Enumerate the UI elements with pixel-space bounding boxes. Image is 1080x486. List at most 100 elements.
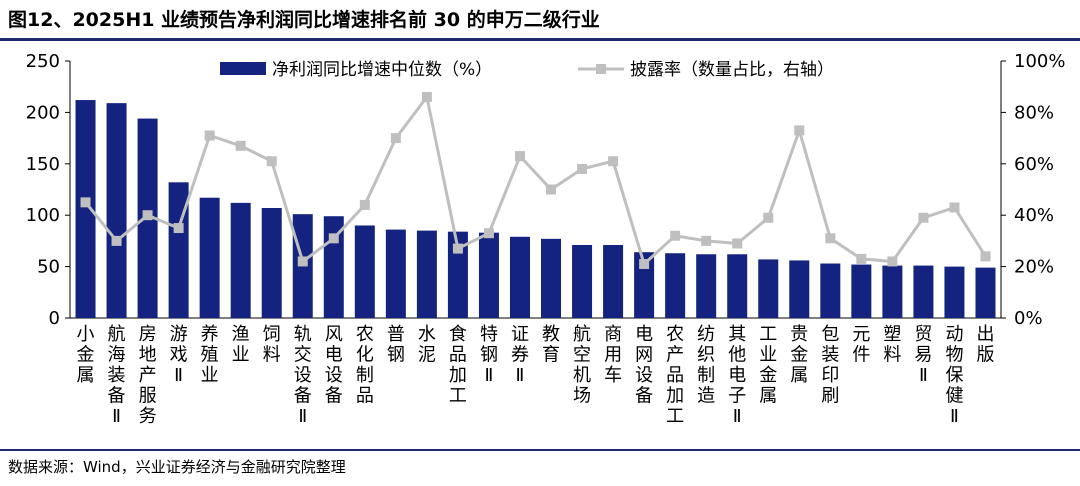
line-point — [514, 151, 525, 162]
line-point — [670, 230, 681, 241]
line-point — [452, 243, 463, 254]
bar — [820, 263, 841, 318]
bar — [603, 245, 624, 318]
bar — [789, 260, 810, 318]
x-tick-label: 食品加工 — [449, 324, 467, 407]
legend-line-label: 披露率（数量占比，右轴） — [630, 60, 834, 80]
line-series-group — [80, 91, 991, 270]
bar — [106, 103, 127, 318]
legend: 净利润同比增速中位数（%） 披露率（数量占比，右轴） — [220, 60, 834, 80]
x-tick-label: 游戏 Ⅱ — [170, 324, 188, 386]
bar — [541, 238, 562, 318]
bar — [199, 197, 220, 318]
bar — [230, 202, 251, 318]
source-divider — [0, 449, 1080, 451]
axes-group: 0 50 100 150 200 250 0% 20% 40% 60% 80% 100% — [26, 51, 1066, 329]
bar-series-group — [75, 100, 996, 319]
bar — [509, 236, 530, 318]
x-tick-label: 小金属 — [77, 324, 95, 386]
bar — [416, 230, 437, 318]
x-tick-label: 农产品加工 — [666, 324, 684, 427]
bar — [851, 264, 872, 318]
bar — [572, 245, 593, 318]
right-tick-label: 60% — [1014, 154, 1054, 175]
x-tick-label: 风电设备 — [325, 324, 343, 407]
x-tick-label: 航空机场 — [573, 324, 591, 407]
legend-line-marker — [596, 64, 606, 74]
x-tick-label: 普钢 — [387, 324, 405, 366]
x-tick-label: 其他电子 Ⅱ — [728, 324, 746, 427]
bar — [944, 266, 965, 318]
x-tick-label: 水泥 — [418, 324, 436, 366]
line-point — [80, 197, 91, 208]
x-tick-label: 养殖业 — [201, 324, 219, 386]
line-point — [546, 184, 557, 195]
left-tick-label: 200 — [26, 102, 60, 123]
x-tick-label: 元件 — [852, 324, 870, 366]
x-tick-label: 渔业 — [232, 324, 250, 366]
x-tick-label: 教育 — [542, 324, 560, 366]
bar — [975, 267, 996, 318]
legend-bar-swatch — [220, 62, 266, 75]
chart-canvas: 0 50 100 150 200 250 0% 20% 40% 60% 80% 100% 小金属航海装… — [26, 51, 1066, 427]
figure-title: 图12、2025H1 业绩预告净利润同比增速排名前 30 的申万二级行业 — [8, 9, 600, 31]
right-tick-label: 40% — [1014, 205, 1054, 226]
line-point — [328, 233, 339, 244]
bar — [727, 254, 748, 318]
x-tick-label: 贵金属 — [790, 324, 808, 386]
line-point — [608, 156, 619, 167]
line-point — [825, 233, 836, 244]
bar — [385, 229, 406, 318]
line-point — [763, 212, 774, 223]
left-tick-label: 0 — [49, 308, 60, 329]
x-tick-label: 房地产服务 — [139, 324, 157, 427]
bar — [665, 253, 686, 318]
line-point — [918, 212, 929, 223]
line-point — [949, 202, 960, 213]
right-tick-label: 80% — [1014, 102, 1054, 123]
line-point — [483, 228, 494, 239]
title-divider — [0, 38, 1080, 41]
x-tick-label: 航海装备 Ⅱ — [108, 324, 126, 427]
bar — [75, 100, 96, 319]
line-point — [173, 223, 184, 234]
x-tick-label: 工业金属 — [759, 324, 777, 407]
x-tick-label: 农化制品 — [356, 324, 374, 407]
bar — [354, 225, 375, 318]
line-point — [359, 199, 370, 210]
x-tick-label: 证券 Ⅱ — [511, 324, 529, 386]
x-tick-label: 商用车 — [604, 324, 622, 386]
line-point — [887, 256, 898, 267]
bar — [478, 232, 499, 318]
line-point — [297, 256, 308, 267]
left-tick-label: 50 — [37, 257, 60, 278]
left-tick-label: 250 — [26, 51, 60, 72]
x-tick-label: 贸易 Ⅱ — [914, 324, 932, 386]
right-tick-label: 20% — [1014, 257, 1054, 278]
line-point — [980, 251, 991, 262]
line-point — [639, 259, 650, 270]
x-tick-label: 纺织制造 — [697, 324, 715, 407]
right-tick-label: 0% — [1014, 308, 1043, 329]
line-point — [577, 163, 588, 174]
x-tick-label: 饲料 — [263, 324, 281, 366]
x-tick-label: 电网设备 — [635, 324, 653, 407]
line-series-path — [84, 93, 987, 267]
line-point — [142, 210, 153, 221]
x-tick-label: 动物保健 Ⅱ — [945, 324, 963, 427]
line-point — [732, 238, 743, 249]
bar — [758, 259, 779, 318]
legend-bar-label: 净利润同比增速中位数（%） — [272, 60, 492, 80]
bar — [882, 265, 903, 318]
line-point — [266, 156, 277, 167]
line-point — [421, 91, 432, 102]
x-tick-label: 包装印刷 — [821, 324, 839, 407]
line-point — [204, 130, 215, 141]
line-point — [111, 235, 122, 246]
line-point — [794, 125, 805, 136]
x-tick-label: 特钢 Ⅱ — [480, 324, 498, 386]
figure-source: 数据来源：Wind，兴业证券经济与金融研究院整理 — [8, 458, 346, 476]
left-tick-label: 100 — [26, 205, 60, 226]
bar — [261, 208, 282, 318]
